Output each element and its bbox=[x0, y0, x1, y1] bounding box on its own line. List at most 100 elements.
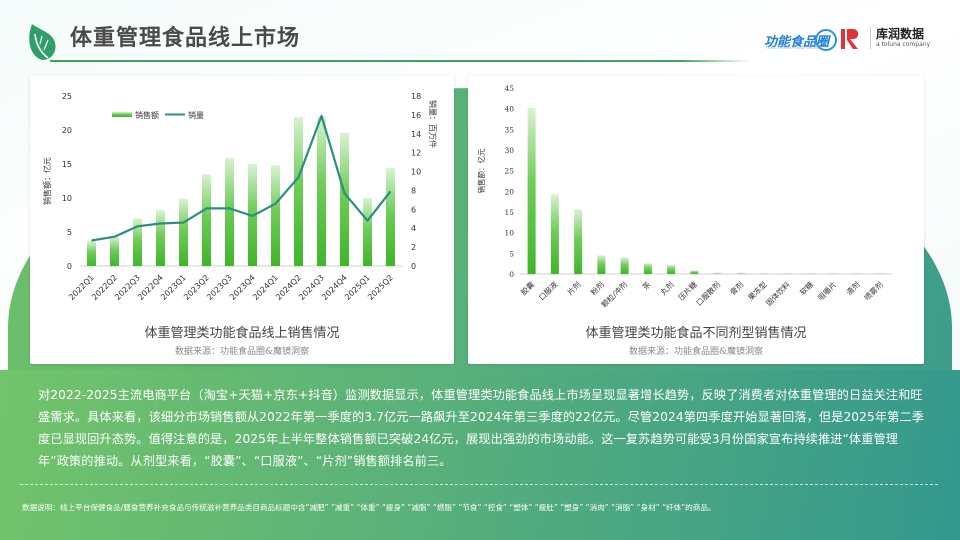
y-tick: 40 bbox=[504, 105, 514, 114]
dosage-form-panel: 0 5 10 15 20 25 30 35 40 45 销售额：亿元胶囊 口服液 片剂 粉剂 颗粒/冲剂茶丸… bbox=[468, 76, 924, 364]
dosage-bar bbox=[806, 273, 815, 274]
y-tick-left: 5 bbox=[67, 228, 72, 237]
dosage-bar bbox=[760, 273, 769, 274]
chart-title-left: 体重管理类功能食品线上销售情况 bbox=[144, 326, 340, 341]
sales-bar bbox=[386, 168, 395, 266]
x-tick-label: 粉剂 bbox=[588, 279, 606, 297]
y-tick-right: 0 bbox=[411, 262, 416, 271]
dosage-bar bbox=[643, 263, 652, 274]
sales-bar bbox=[317, 116, 326, 267]
x-tick-label: 片剂 bbox=[565, 279, 583, 297]
dosage-bar bbox=[783, 273, 792, 274]
y-tick: 15 bbox=[504, 208, 514, 217]
y-tick: 0 bbox=[509, 270, 514, 279]
y-tick-left: 0 bbox=[67, 262, 72, 271]
y-tick-left: 25 bbox=[62, 92, 72, 101]
logo-left-subtext: FUNCTIONAL FOOD CIRCLE bbox=[766, 45, 821, 50]
dashed-divider bbox=[20, 484, 938, 485]
y-axis-label-left: 销售额：亿元 bbox=[42, 157, 52, 205]
sales-trend-panel: 0 5 10 15 20 25 0 2 4 6 8 10 12 14 16 18 销售额：亿元 销量：百万件 202… bbox=[30, 76, 454, 364]
sales-bar bbox=[340, 132, 349, 266]
sales-bar bbox=[294, 117, 303, 266]
y-tick: 10 bbox=[504, 229, 514, 238]
dosage-bar bbox=[690, 270, 699, 274]
sales-bar bbox=[156, 210, 165, 266]
logo-right-cn: 库润数据 bbox=[876, 27, 925, 41]
sales-bar bbox=[179, 198, 188, 266]
dosage-bar bbox=[853, 273, 862, 274]
y-tick: 45 bbox=[504, 84, 514, 93]
sales-bar bbox=[225, 157, 234, 266]
logo-left-text: 功能食品圈 bbox=[764, 34, 830, 50]
header: 体重管理食品线上市场 功能食品圈 FUNCTIONAL FOOD CIRCLE … bbox=[0, 0, 960, 70]
y-tick-right: 14 bbox=[411, 130, 421, 139]
dosage-bar bbox=[713, 272, 722, 274]
logo-kurun-data: 库润数据 a toluna company bbox=[840, 27, 930, 51]
dosage-bar bbox=[876, 273, 885, 274]
x-tick-label: 喷雾剂 bbox=[862, 279, 885, 302]
x-tick-label: 2025Q2 bbox=[366, 273, 395, 302]
summary-paragraph: 对2022-2025主流电商平台（淘宝+天猫+京东+抖音）监测数据显示，体重管理… bbox=[38, 388, 925, 468]
legend-volume-label: 销量 bbox=[188, 110, 204, 120]
y-tick-right: 2 bbox=[411, 243, 416, 252]
dosage-bar bbox=[829, 273, 838, 274]
dosage-bar bbox=[574, 209, 583, 274]
y-tick-left: 20 bbox=[62, 126, 72, 135]
y-tick-right: 12 bbox=[411, 149, 421, 158]
volume-line bbox=[91, 114, 392, 242]
dosage-bar bbox=[620, 257, 629, 274]
sales-bar bbox=[363, 198, 372, 266]
background-band bbox=[0, 370, 960, 540]
sales-bar bbox=[87, 240, 96, 266]
y-tick-right: 6 bbox=[411, 205, 416, 214]
y-tick-left: 10 bbox=[62, 194, 72, 203]
y-tick-right: 4 bbox=[411, 224, 416, 233]
kr-logo-icon bbox=[841, 29, 859, 49]
y-axis-label-right: 销量：百万件 bbox=[428, 100, 438, 148]
logo-functional-food-circle: 功能食品圈 FUNCTIONAL FOOD CIRCLE bbox=[764, 28, 838, 52]
x-tick-label: 咀嚼片 bbox=[815, 279, 838, 302]
chart-source-left: 数据来源：功能食品圈&魔镜洞察 bbox=[174, 347, 309, 357]
chart-title-right: 体重管理类功能食品不同剂型销售情况 bbox=[585, 326, 807, 341]
dosage-bar bbox=[597, 255, 606, 274]
y-tick-right: 8 bbox=[411, 186, 416, 195]
legend-sales-swatch bbox=[112, 112, 132, 117]
y-axis-label: 销售额：亿元 bbox=[476, 148, 486, 193]
logo-right-en: a toluna company bbox=[876, 41, 931, 48]
title-underline bbox=[50, 60, 750, 62]
dosage-bar bbox=[527, 107, 536, 274]
sales-bar bbox=[271, 165, 280, 266]
y-tick: 25 bbox=[504, 167, 514, 176]
x-tick-label: 固体饮料 bbox=[764, 279, 793, 308]
chart-source-right: 数据来源：功能食品圈&魔镜洞察 bbox=[628, 347, 763, 357]
sales-bar bbox=[110, 236, 119, 266]
x-tick-label: 口服液 bbox=[536, 279, 559, 302]
y-tick: 5 bbox=[509, 249, 514, 258]
y-tick-right: 18 bbox=[411, 92, 421, 101]
y-tick-right: 10 bbox=[411, 168, 421, 177]
data-note: 数据说明：线上平台保健食品/膳食营养补充食品与传统滋补营养品类目商品标题中含“减… bbox=[22, 503, 716, 512]
x-tick-label: 胶囊 bbox=[518, 279, 536, 297]
sales-bar bbox=[202, 174, 211, 266]
logo-ring-icon bbox=[815, 29, 838, 51]
y-tick-right: 16 bbox=[411, 111, 421, 120]
sales-bar bbox=[133, 218, 142, 266]
x-tick-label: 颗粒/冲剂 bbox=[599, 279, 629, 309]
dosage-bar bbox=[667, 264, 676, 274]
dosage-bar bbox=[736, 272, 745, 274]
y-tick: 35 bbox=[504, 125, 514, 134]
sales-trend-chart: 0 5 10 15 20 25 0 2 4 6 8 10 12 14 16 18 销售额：亿元 销量：百万件 202… bbox=[42, 92, 438, 302]
y-tick-left: 15 bbox=[62, 160, 72, 169]
page-title: 体重管理食品线上市场 bbox=[70, 26, 301, 51]
x-tick-label: 软糖 bbox=[797, 279, 815, 297]
x-tick-label: 茶 bbox=[640, 279, 653, 292]
x-tick-label: 丸剂 bbox=[658, 279, 676, 297]
legend-sales-label: 销售额 bbox=[135, 110, 159, 120]
x-tick-label: 膏剂 bbox=[728, 279, 746, 297]
y-tick: 30 bbox=[504, 146, 514, 155]
x-tick-label: 滴剂 bbox=[844, 279, 862, 297]
y-tick: 20 bbox=[504, 187, 514, 196]
dosage-form-chart: 0 5 10 15 20 25 30 35 40 45 销售额：亿元胶囊 口服液 片剂 粉剂颗粒/冲剂茶丸… bbox=[476, 84, 892, 309]
x-tick-label: 口服散剂 bbox=[694, 279, 722, 307]
leaf-icon bbox=[29, 24, 56, 60]
